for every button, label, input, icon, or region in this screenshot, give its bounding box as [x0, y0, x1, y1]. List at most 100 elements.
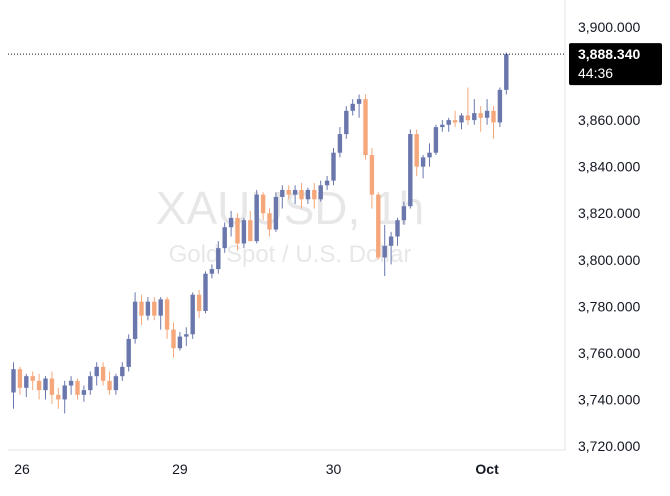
candle-body	[401, 206, 407, 221]
candle	[260, 192, 266, 221]
candle-body	[171, 329, 176, 349]
candle-body	[459, 115, 464, 123]
candle	[331, 148, 336, 186]
candle-body	[152, 301, 157, 316]
candle	[299, 182, 304, 209]
candle	[81, 385, 87, 402]
y-tick-label: 3,840.000	[578, 159, 640, 175]
candle	[465, 87, 471, 125]
candle-body	[94, 366, 99, 377]
candle	[75, 378, 80, 400]
candle-body	[11, 369, 16, 393]
candle	[254, 189, 259, 244]
candle	[484, 99, 490, 125]
candle	[49, 371, 55, 405]
candle-body	[299, 189, 304, 200]
candle-body	[324, 180, 330, 186]
candle	[120, 362, 125, 381]
candle	[196, 290, 202, 318]
candle	[318, 180, 323, 202]
candle-body	[504, 54, 509, 90]
candle-body	[280, 189, 285, 197]
candle	[152, 297, 157, 321]
candle	[491, 106, 496, 139]
candle-body	[88, 376, 93, 391]
candle	[17, 366, 23, 395]
y-tick-label: 3,720.000	[578, 438, 640, 454]
candle-body	[414, 134, 419, 167]
candle-body	[113, 376, 119, 391]
candle-body	[478, 113, 483, 118]
candle-body	[267, 213, 272, 230]
candle-body	[318, 185, 323, 200]
candle-body	[241, 220, 247, 244]
candle-body	[209, 269, 215, 274]
candle-body	[382, 245, 387, 258]
candle	[356, 94, 362, 118]
candle	[139, 294, 144, 325]
candle-body	[331, 152, 336, 181]
last-price-label: 3,888.340 44:36	[569, 43, 662, 86]
candle	[107, 371, 112, 395]
candle	[235, 213, 240, 251]
candle-body	[356, 99, 362, 104]
candle	[94, 362, 99, 386]
x-tick-label: 29	[172, 461, 188, 477]
candle-body	[228, 217, 234, 228]
candle-body	[292, 189, 298, 195]
candle	[171, 322, 176, 358]
candle-body	[100, 366, 106, 381]
candle	[504, 52, 509, 95]
candle	[132, 292, 138, 344]
candle-body	[420, 157, 426, 167]
candle-body	[126, 338, 131, 367]
candle	[388, 231, 394, 265]
y-tick-label: 3,820.000	[578, 205, 640, 221]
candle	[286, 185, 291, 200]
y-tick-label: 3,800.000	[578, 252, 640, 268]
candle	[177, 331, 183, 351]
candle	[88, 371, 93, 395]
candle	[478, 106, 483, 132]
candle	[459, 113, 464, 130]
y-axis-ticks: 3,900.0003,880.0003,860.0003,840.0003,82…	[578, 19, 640, 454]
candle	[427, 143, 432, 167]
candle-body	[75, 380, 80, 395]
candle-body	[145, 301, 151, 316]
candle-body	[465, 115, 471, 121]
candle-body	[139, 301, 144, 316]
candle-body	[68, 380, 74, 386]
candle	[337, 127, 343, 158]
candle-body	[472, 113, 477, 121]
candle-body	[216, 248, 221, 270]
candle	[30, 371, 35, 391]
candle	[292, 185, 298, 204]
candle-body	[184, 334, 189, 337]
last-price-label-bg	[569, 43, 662, 86]
candle	[350, 99, 355, 116]
candle-body	[30, 376, 35, 381]
candle	[56, 387, 61, 409]
candle	[401, 201, 407, 225]
candle-body	[350, 103, 355, 111]
candle-body	[369, 155, 375, 195]
candle-body	[491, 110, 496, 123]
candle	[113, 373, 119, 395]
candle-body	[24, 376, 29, 388]
candle	[24, 373, 29, 398]
candle-body	[408, 134, 413, 207]
watermark-symbol: XAUUSD, 1h	[156, 182, 424, 234]
candle	[228, 210, 234, 237]
candle-body	[222, 227, 227, 249]
candle	[145, 297, 151, 321]
candle	[216, 241, 221, 274]
candles	[11, 52, 509, 414]
candle-body	[36, 380, 42, 391]
candle-body	[388, 236, 394, 246]
y-tick-label: 3,780.000	[578, 298, 640, 314]
candle-body	[305, 189, 311, 200]
candle-body	[158, 299, 163, 316]
candle	[126, 334, 131, 372]
